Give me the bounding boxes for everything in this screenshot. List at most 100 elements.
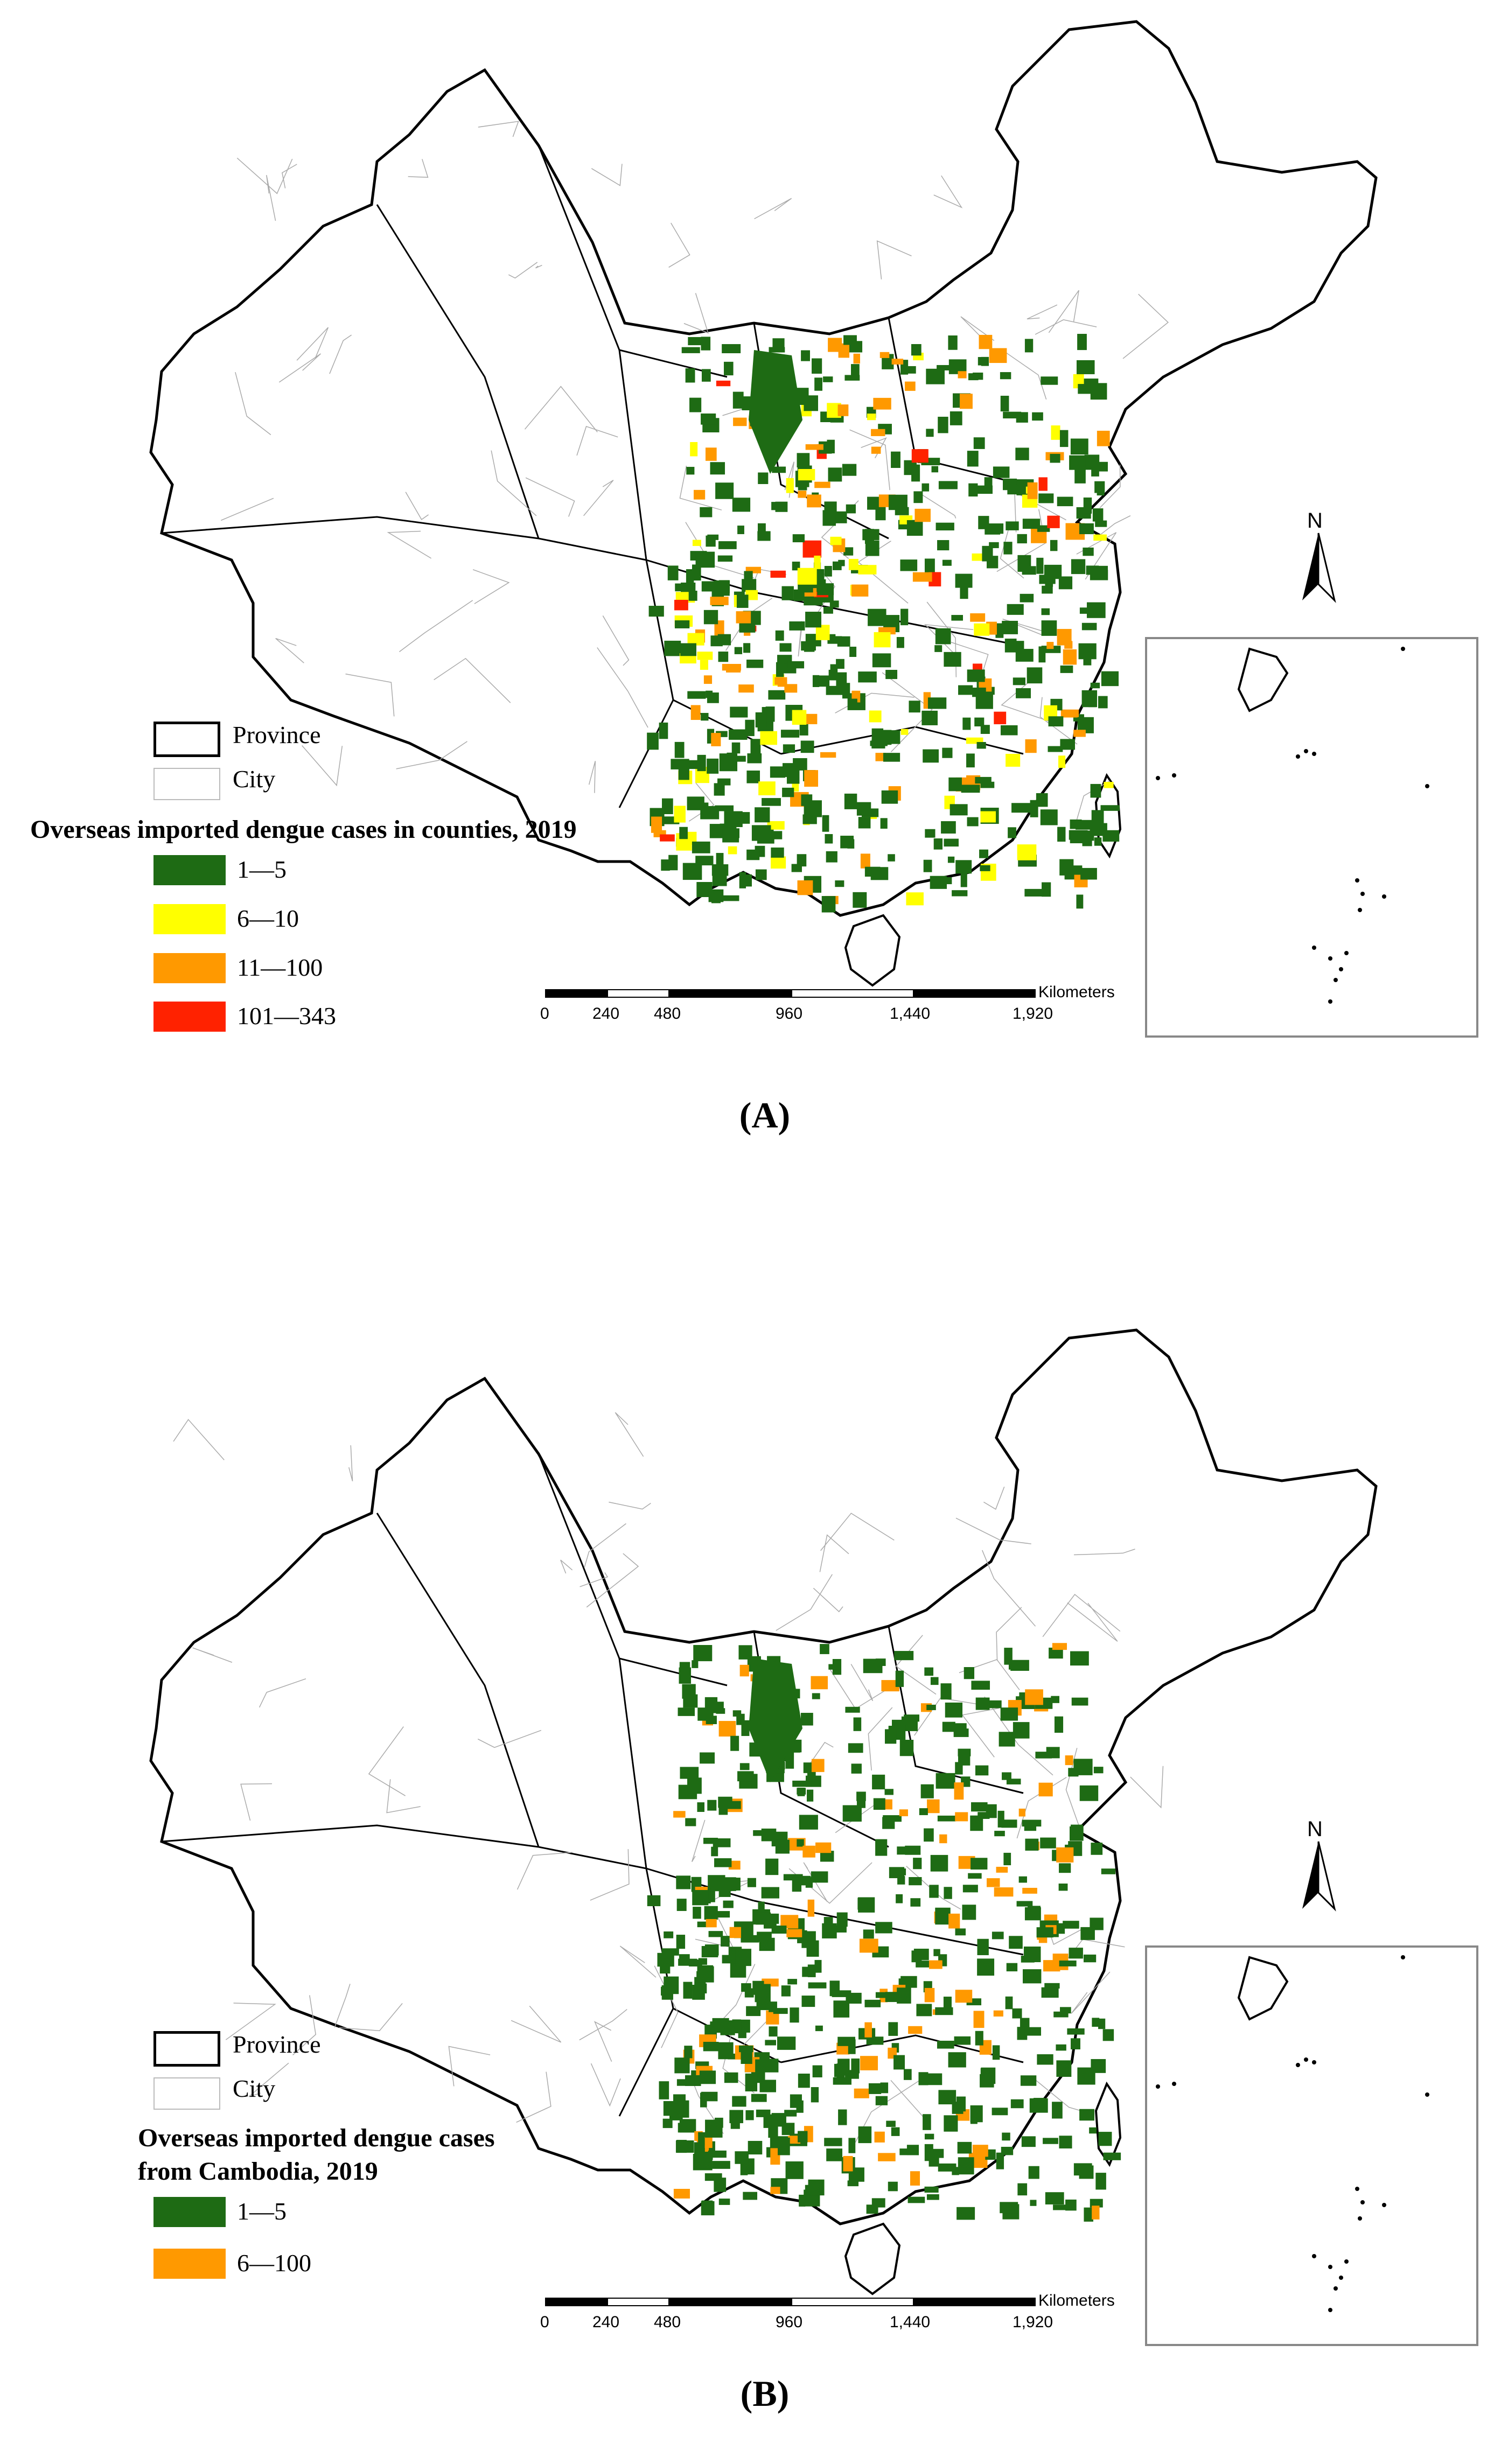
county-cell bbox=[924, 2133, 934, 2140]
county-cell bbox=[743, 2192, 758, 2200]
county-cell bbox=[1010, 1660, 1029, 1671]
county-cell bbox=[732, 812, 750, 824]
county-cell bbox=[1032, 412, 1043, 421]
county-cell bbox=[782, 787, 794, 797]
county-cell bbox=[801, 1996, 815, 2007]
county-cell bbox=[703, 1838, 718, 1844]
city-line bbox=[329, 334, 352, 374]
city-line bbox=[919, 493, 957, 519]
county-cell bbox=[1044, 1983, 1060, 1989]
county-cell bbox=[871, 446, 881, 454]
inset-island bbox=[1296, 754, 1300, 759]
county-cell bbox=[786, 478, 794, 493]
county-cell bbox=[1071, 1824, 1083, 1831]
county-cell bbox=[814, 555, 821, 572]
county-cell bbox=[844, 2070, 859, 2079]
county-cell bbox=[807, 1789, 814, 1802]
county-cell bbox=[1051, 1696, 1059, 1703]
county-cell bbox=[697, 1802, 705, 1812]
county-cell bbox=[705, 2119, 723, 2138]
county-cell bbox=[853, 353, 860, 364]
county-cell bbox=[798, 2074, 810, 2088]
city-line bbox=[688, 782, 715, 822]
county-cell bbox=[1065, 1755, 1073, 1766]
city-line bbox=[586, 1553, 639, 1608]
county-cell bbox=[975, 2031, 983, 2046]
county-cell bbox=[1000, 1707, 1018, 1721]
inset-island bbox=[1355, 878, 1359, 883]
county-cell bbox=[741, 1935, 759, 1943]
county-cell bbox=[918, 2072, 928, 2085]
county-cell bbox=[661, 1985, 673, 2000]
county-cell bbox=[771, 1926, 787, 1934]
county-cell bbox=[693, 1907, 701, 1919]
county-cell bbox=[1059, 1863, 1071, 1873]
county-cell bbox=[746, 771, 760, 783]
county-cell bbox=[924, 1828, 934, 1842]
county-cell bbox=[1003, 542, 1013, 555]
north-arrow-half bbox=[1302, 533, 1318, 600]
county-cell bbox=[723, 1900, 734, 1908]
county-cell bbox=[979, 849, 989, 858]
county-cell bbox=[718, 2199, 730, 2205]
county-cell bbox=[1001, 1819, 1017, 1828]
county-cell bbox=[676, 1875, 691, 1889]
county-cell bbox=[848, 558, 858, 570]
county-cell bbox=[692, 540, 701, 546]
county-cell bbox=[884, 1729, 897, 1744]
county-cell bbox=[716, 731, 728, 737]
scale-tick: 1,920 bbox=[1013, 2313, 1053, 2331]
county-cell bbox=[1080, 867, 1097, 880]
city-line bbox=[1004, 351, 1047, 400]
scale-segment bbox=[607, 2298, 669, 2306]
county-cell bbox=[762, 798, 781, 806]
county-cell bbox=[751, 825, 771, 841]
city-line bbox=[560, 1559, 573, 1574]
china-map-a bbox=[149, 20, 1478, 1038]
county-cell bbox=[674, 2057, 690, 2074]
county-cell bbox=[1092, 461, 1108, 472]
county-cell bbox=[676, 2079, 695, 2086]
inset-island bbox=[1334, 2286, 1338, 2291]
county-cell bbox=[721, 895, 739, 901]
county-cell bbox=[701, 2201, 715, 2216]
county-cell bbox=[688, 590, 697, 601]
county-cell bbox=[710, 597, 729, 605]
county-cell bbox=[732, 498, 751, 512]
city-line bbox=[591, 164, 623, 186]
scale-segment bbox=[668, 989, 792, 998]
city-line bbox=[448, 2046, 491, 2087]
city-line bbox=[590, 1849, 630, 1901]
city-line bbox=[984, 1696, 1053, 1776]
county-cell bbox=[1038, 477, 1048, 491]
county-cell bbox=[1002, 620, 1018, 634]
county-cell bbox=[682, 863, 702, 880]
county-cell bbox=[779, 643, 792, 652]
china-map-b bbox=[149, 1328, 1478, 2346]
city-line bbox=[868, 1707, 893, 1771]
county-cell bbox=[704, 2137, 713, 2148]
county-cell bbox=[684, 2046, 693, 2059]
county-cell bbox=[1000, 372, 1011, 380]
county-cell bbox=[980, 781, 995, 788]
province-line bbox=[618, 2008, 674, 2117]
county-cell bbox=[700, 1752, 715, 1764]
city-line bbox=[387, 530, 431, 559]
county-cell bbox=[964, 1667, 975, 1679]
county-cell bbox=[822, 815, 829, 832]
county-cell bbox=[1043, 2138, 1058, 2144]
county-cell bbox=[740, 2159, 748, 2175]
city-label: City bbox=[233, 2075, 276, 2102]
city-line bbox=[240, 1783, 273, 1821]
county-cell bbox=[868, 2083, 882, 2094]
county-cell bbox=[1012, 2008, 1022, 2019]
county-cell bbox=[843, 335, 857, 345]
county-cell bbox=[768, 690, 786, 700]
county-cell bbox=[995, 623, 1004, 638]
county-cell bbox=[1091, 810, 1104, 827]
county-cell bbox=[1027, 667, 1043, 684]
south-china-sea-inset-b bbox=[1145, 1945, 1478, 2346]
city-line bbox=[609, 1501, 651, 1510]
city-line bbox=[683, 293, 709, 334]
county-cell bbox=[853, 1717, 862, 1731]
